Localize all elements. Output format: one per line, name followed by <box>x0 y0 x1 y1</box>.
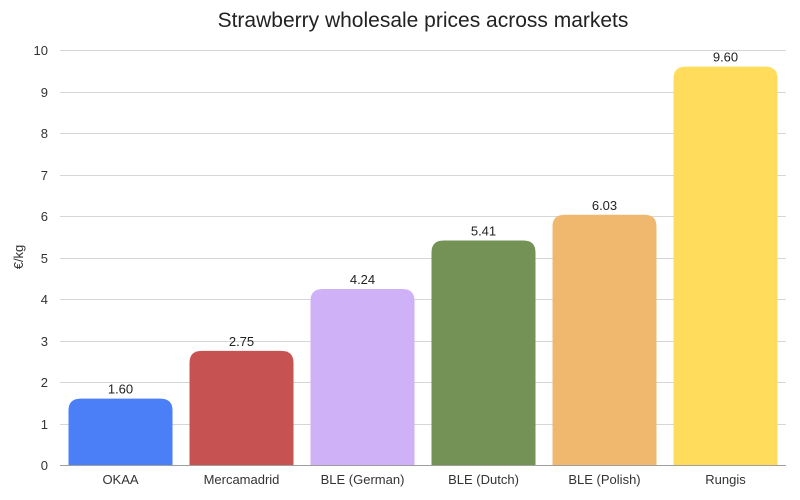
bar-ble-german <box>310 289 415 465</box>
y-tick-label: 3 <box>41 334 48 349</box>
value-label: 1.60 <box>108 382 133 397</box>
value-label: 6.03 <box>592 198 617 213</box>
y-tick-label: 7 <box>41 168 48 183</box>
x-axis-ticks: OKAA Mercamadrid BLE (German) BLE (Dutch) BL… <box>102 472 746 487</box>
x-tick-label: BLE (Polish) <box>568 472 640 487</box>
y-tick-label: 9 <box>41 85 48 100</box>
value-label: 9.60 <box>713 50 738 65</box>
value-labels: 1.60 2.75 4.24 5.41 6.03 9.60 <box>108 50 738 397</box>
chart-title: Strawberry wholesale prices across marke… <box>218 9 629 32</box>
y-tick-label: 8 <box>41 126 48 141</box>
y-tick-label: 6 <box>41 209 48 224</box>
bar-ble-dutch <box>431 240 536 465</box>
x-tick-label: BLE (Dutch) <box>448 472 519 487</box>
x-tick-label: BLE (German) <box>321 472 405 487</box>
value-label: 4.24 <box>350 272 375 287</box>
y-axis-ticks: 0 1 2 3 4 5 6 7 8 9 10 <box>34 43 48 473</box>
y-tick-label: 4 <box>41 292 48 307</box>
y-axis-label: €/kg <box>11 245 26 270</box>
y-tick-label: 1 <box>41 417 48 432</box>
gridlines <box>60 50 786 466</box>
y-tick-label: 2 <box>41 375 48 390</box>
bar-ble-polish <box>552 214 657 465</box>
x-tick-label: OKAA <box>102 472 138 487</box>
value-label: 5.41 <box>471 223 496 238</box>
y-tick-label: 10 <box>34 43 48 58</box>
bar-okaa <box>68 398 173 465</box>
y-tick-label: 5 <box>41 251 48 266</box>
bars <box>68 66 778 465</box>
bar-mercamadrid <box>189 350 294 465</box>
value-label: 2.75 <box>229 334 254 349</box>
y-tick-label: 0 <box>41 458 48 473</box>
x-tick-label: Rungis <box>705 472 746 487</box>
bar-rungis <box>673 66 778 465</box>
x-tick-label: Mercamadrid <box>204 472 280 487</box>
